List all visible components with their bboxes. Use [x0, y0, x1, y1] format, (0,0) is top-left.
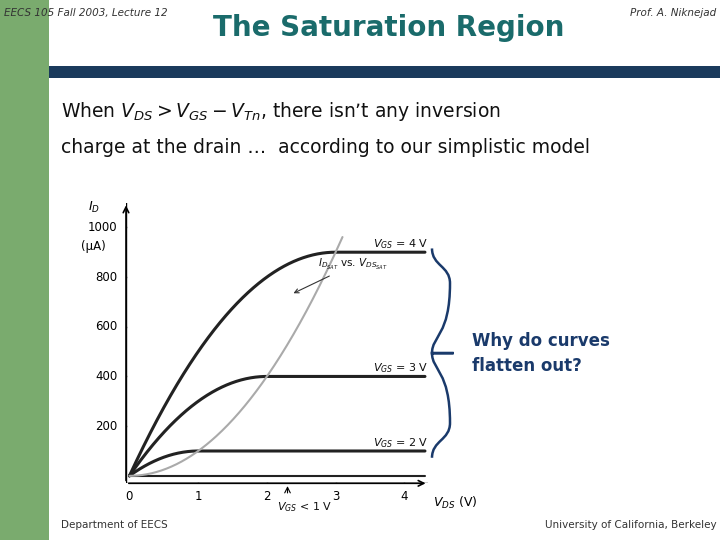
Text: charge at the drain …  according to our simplistic model: charge at the drain … according to our s… — [61, 138, 590, 157]
Text: Department of EECS: Department of EECS — [61, 520, 168, 530]
Text: EECS 105 Fall 2003, Lecture 12: EECS 105 Fall 2003, Lecture 12 — [4, 8, 167, 18]
Text: $V_{GS}$ = 4 V: $V_{GS}$ = 4 V — [374, 237, 429, 251]
Text: 1: 1 — [194, 490, 202, 503]
Text: The Saturation Region: The Saturation Region — [213, 14, 564, 42]
Text: When $V_{DS} > V_{GS} - V_{Tn}$, there isn’t any inversion: When $V_{DS} > V_{GS} - V_{Tn}$, there i… — [61, 100, 501, 123]
Text: 800: 800 — [96, 271, 118, 284]
Text: Why do curves
flatten out?: Why do curves flatten out? — [472, 332, 609, 375]
Text: $V_{GS}$ < 1 V: $V_{GS}$ < 1 V — [277, 501, 333, 515]
Text: $V_{GS}$ = 2 V: $V_{GS}$ = 2 V — [374, 436, 429, 450]
Text: $V_{GS}$ = 3 V: $V_{GS}$ = 3 V — [374, 361, 429, 375]
Text: 200: 200 — [96, 420, 118, 433]
Text: University of California, Berkeley: University of California, Berkeley — [545, 520, 716, 530]
Text: 0: 0 — [126, 490, 133, 503]
Text: 1000: 1000 — [88, 221, 118, 234]
Text: 400: 400 — [96, 370, 118, 383]
Text: (μA): (μA) — [81, 240, 106, 253]
Text: $I_D$: $I_D$ — [88, 200, 99, 215]
Text: $V_{DS}$ (V): $V_{DS}$ (V) — [433, 495, 477, 511]
Text: $I_{D_{SAT}}$ vs. $V_{DS_{SAT}}$: $I_{D_{SAT}}$ vs. $V_{DS_{SAT}}$ — [294, 257, 388, 293]
Text: 4: 4 — [400, 490, 408, 503]
Text: 2: 2 — [263, 490, 271, 503]
Text: Prof. A. Niknejad: Prof. A. Niknejad — [630, 8, 716, 18]
Text: 3: 3 — [332, 490, 339, 503]
Text: 600: 600 — [96, 320, 118, 333]
